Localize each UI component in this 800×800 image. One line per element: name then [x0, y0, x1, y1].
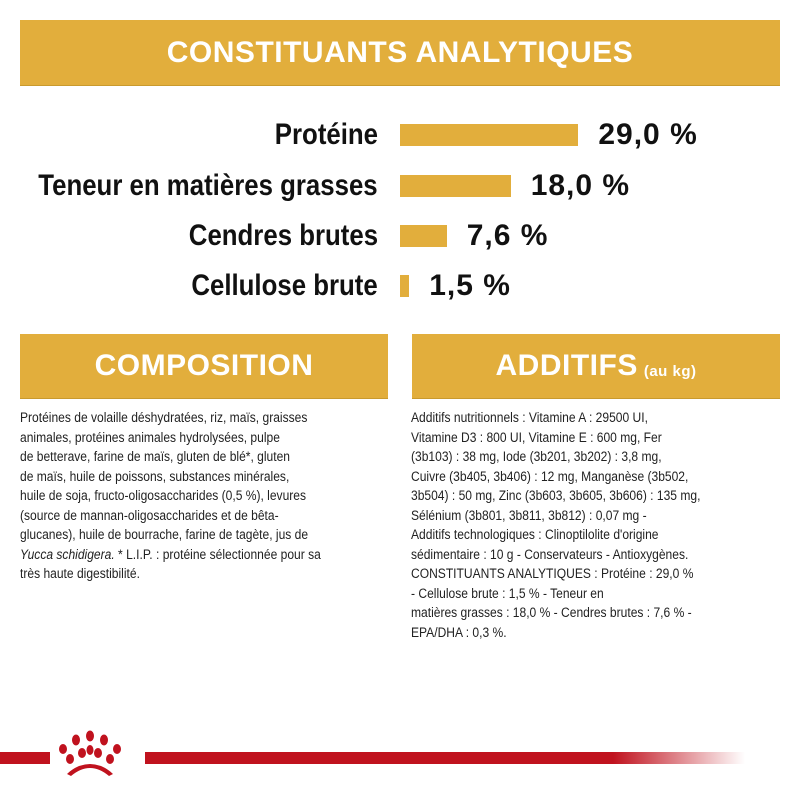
composition-header: COMPOSITION [20, 334, 388, 398]
text-line: Sélénium (3b801, 3b811, 3b812) : 0,07 mg… [411, 507, 647, 523]
constituent-bar [400, 124, 579, 146]
constituent-row: Teneur en matières grasses 18,0 % [0, 164, 800, 208]
constituent-label: Cellulose brute [191, 269, 378, 302]
text-line: Vitamine D3 : 800 UI, Vitamine E : 600 m… [411, 429, 662, 445]
constituent-bar [400, 275, 410, 297]
constituent-value: 18,0 % [530, 169, 631, 202]
text-line: sédimentaire : 10 g - Conservateurs - An… [411, 546, 689, 562]
text-line: Yucca schidigera. * L.I.P. : protéine sé… [20, 545, 321, 565]
text-line: Cuivre (3b405, 3b406) : 12 mg, Manganèse… [411, 468, 689, 484]
additifs-unit: (au kg) [643, 362, 697, 380]
text-line: huile de soja, fructo-oligosaccharides (… [20, 488, 307, 503]
text-line: - Cellulose brute : 1,5 % - Teneur en [411, 585, 604, 601]
text-line: de maïs, huile de poissons, substances m… [20, 468, 290, 484]
text-line: de betterave, farine de maïs, gluten de … [20, 449, 291, 464]
text-line: EPA/DHA : 0,3 %. [411, 624, 507, 640]
text-line: (3b103) : 38 mg, Iode (3b201, 3b202) : 3… [411, 449, 662, 464]
italic-text: Yucca schidigera. [20, 546, 115, 562]
text-line: Additifs technologiques : Clinoptilolite… [411, 527, 659, 542]
brand-line-left [0, 752, 50, 764]
composition-text: Protéines de volaille déshydratées, riz,… [20, 408, 321, 584]
additifs-header: ADDITIFS (au kg) [412, 334, 780, 398]
constituent-label: Protéine [274, 118, 378, 151]
text-line: Protéines de volaille déshydratées, riz,… [20, 410, 308, 425]
additifs-title: ADDITIFS [495, 349, 638, 382]
royal-canin-crown-logo-icon [59, 730, 121, 776]
text-line: CONSTITUANTS ANALYTIQUES : Protéine : 29… [411, 566, 694, 581]
constituents-title: CONSTITUANTS ANALYTIQUES [166, 35, 634, 69]
constituent-value: 29,0 % [598, 118, 698, 151]
constituent-row: Protéine 29,0 % [0, 113, 800, 157]
text-line: 3b504) : 50 mg, Zinc (3b603, 3b605, 3b60… [411, 488, 701, 503]
constituent-bar [400, 225, 447, 247]
text-line: très haute digestibilité. [20, 566, 140, 581]
constituent-bar [400, 175, 511, 197]
text-line: (source de mannan-oligosaccharides et de… [20, 507, 279, 523]
text-line: Additifs nutritionnels : Vitamine A : 29… [411, 410, 648, 425]
constituent-value: 7,6 % [466, 219, 549, 252]
text-line: glucanes), huile de bourrache, farine de… [20, 527, 309, 542]
constituent-label: Teneur en matières grasses [38, 169, 378, 202]
constituent-value: 1,5 % [429, 269, 511, 302]
text-line: matières grasses : 18,0 % - Cendres brut… [411, 605, 692, 620]
constituent-row: Cellulose brute 1,5 % [0, 264, 800, 308]
additifs-text: Additifs nutritionnels : Vitamine A : 29… [411, 408, 700, 642]
constituent-label: Cendres brutes [188, 219, 378, 252]
composition-title: COMPOSITION [94, 349, 314, 382]
text-line: animales, protéines animales hydrolysées… [20, 429, 280, 445]
constituents-header: CONSTITUANTS ANALYTIQUES [20, 20, 780, 85]
brand-line-right [145, 752, 745, 764]
constituent-row: Cendres brutes 7,6 % [0, 214, 800, 258]
text-span: * L.I.P. : protéine sélectionnée pour sa [114, 546, 321, 562]
